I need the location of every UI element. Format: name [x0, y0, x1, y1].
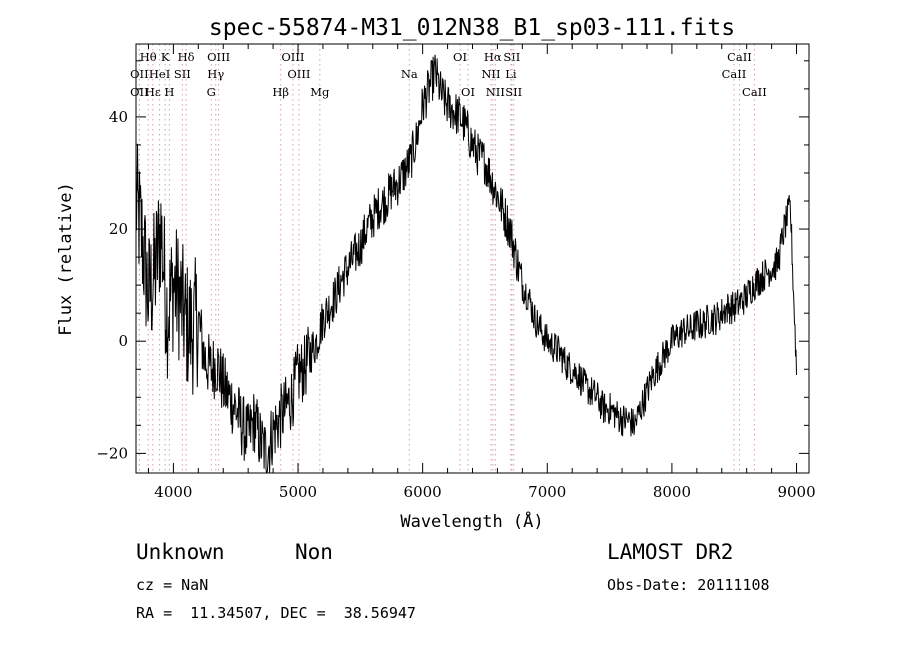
x-tick-label-6000: 6000: [404, 483, 442, 501]
marker-label-14: Na: [401, 67, 418, 81]
coordinates-label: RA = 11.34507, DEC = 38.56947: [136, 604, 416, 622]
redshift-label: cz = NaN: [136, 576, 209, 594]
marker-label-25: NII: [486, 85, 505, 99]
y-tick-label-0: 0: [118, 332, 128, 350]
x-tick-label-4000: 4000: [154, 483, 192, 501]
spectrum-series: [135, 54, 797, 474]
marker-label-15: NII: [481, 67, 500, 81]
obs-date-label: Obs-Date: 20111108: [607, 576, 770, 594]
marker-label-11: SII: [174, 67, 191, 81]
marker-label-8: CaII: [727, 50, 752, 64]
x-tick-label-9000: 9000: [777, 483, 815, 501]
survey-label: LAMOST DR2: [607, 540, 734, 564]
marker-label-24: OI: [461, 85, 475, 99]
plot-frame: [135, 43, 810, 474]
marker-label-18: OII: [130, 85, 149, 99]
y-tick-label--20: −20: [96, 444, 128, 462]
y-tick-label-20: 20: [109, 220, 128, 238]
axis-ticks: 4000 5000 6000 7000 8000 9000 −20 0 20 40: [96, 44, 816, 501]
marker-label-3: OIII: [207, 50, 230, 64]
chart-title: spec-55874-M31_012N38_B1_sp03-111.fits: [209, 15, 735, 41]
marker-label-22: Hβ: [272, 85, 289, 99]
class-label: Unknown: [136, 540, 225, 564]
y-axis-label: Flux (relative): [56, 182, 76, 336]
marker-label-19: Hε: [145, 85, 161, 99]
marker-label-20: H: [164, 85, 174, 99]
marker-label-10: HeI: [149, 67, 170, 81]
x-axis-label: Wavelength (Å): [400, 510, 543, 532]
y-tick-label-40: 40: [109, 108, 128, 126]
marker-label-23: Mg: [310, 85, 330, 99]
marker-label-7: SII: [503, 50, 520, 64]
subclass-label: Non: [295, 540, 333, 564]
x-tick-label-7000: 7000: [528, 483, 566, 501]
marker-label-4: OIII: [281, 50, 304, 64]
marker-label-13: OIII: [287, 67, 310, 81]
marker-label-2: Hδ: [178, 50, 195, 64]
marker-label-21: G: [207, 85, 216, 99]
marker-label-0: Hθ: [140, 50, 157, 64]
marker-label-16: Li: [505, 67, 517, 81]
marker-label-5: OI: [453, 50, 467, 64]
marker-label-1: K: [161, 50, 170, 64]
marker-label-26: SII: [505, 85, 522, 99]
marker-label-17: CaII: [722, 67, 747, 81]
marker-label-6: Hα: [484, 50, 502, 64]
x-tick-label-5000: 5000: [279, 483, 317, 501]
x-tick-label-8000: 8000: [653, 483, 691, 501]
spectrum-line: [135, 54, 797, 474]
marker-label-12: Hγ: [207, 67, 224, 81]
marker-label-27: CaII: [742, 85, 767, 99]
